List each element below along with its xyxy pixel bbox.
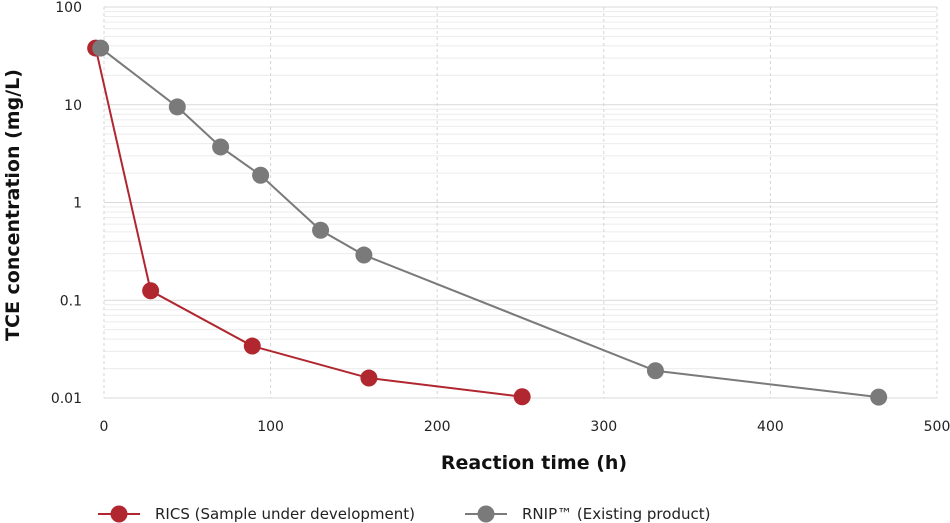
- y-axis-title: TCE concentration (mg/L): [2, 69, 24, 341]
- y-tick-label: 1: [73, 196, 82, 212]
- data-point: [252, 166, 270, 184]
- x-tick-label: 400: [757, 419, 784, 435]
- data-point: [355, 246, 373, 264]
- data-point: [513, 388, 531, 406]
- legend-item-0: RICS (Sample under development): [98, 505, 415, 523]
- series-line: [94, 47, 523, 398]
- legend: RICS (Sample under development) RNIP™ (Ex…: [98, 505, 710, 523]
- series-line: [100, 47, 879, 399]
- y-tick-label: 0.1: [60, 293, 82, 309]
- series-0: [87, 39, 531, 406]
- data-point: [92, 39, 110, 57]
- x-tick-label: 300: [590, 419, 617, 435]
- x-tick-label: 200: [424, 419, 451, 435]
- data-point: [212, 138, 230, 156]
- grid: [103, 6, 938, 399]
- x-axis: 0 100 200 300 400 500: [100, 419, 950, 435]
- legend-item-1: RNIP™ (Existing product): [465, 505, 710, 523]
- y-tick-label: 100: [55, 0, 82, 16]
- data-point: [312, 221, 330, 239]
- x-tick-label: 0: [100, 419, 109, 435]
- data-point: [243, 337, 261, 355]
- x-tick-label: 500: [924, 419, 950, 435]
- legend-marker: [110, 505, 128, 523]
- legend-marker: [477, 505, 495, 523]
- y-axis: 0.01 0.1 1 10 100: [51, 0, 82, 407]
- x-axis-title: Reaction time (h): [441, 452, 627, 474]
- legend-label: RNIP™ (Existing product): [522, 505, 710, 523]
- x-tick-label: 100: [257, 419, 284, 435]
- data-point: [360, 369, 378, 387]
- y-tick-label: 0.01: [51, 391, 82, 407]
- data-point: [646, 362, 664, 380]
- data-point: [870, 388, 888, 406]
- data-point: [142, 282, 160, 300]
- legend-label: RICS (Sample under development): [155, 505, 415, 523]
- series: [87, 39, 888, 406]
- series-1: [92, 39, 888, 406]
- y-tick-label: 10: [64, 98, 82, 114]
- data-point: [168, 98, 186, 116]
